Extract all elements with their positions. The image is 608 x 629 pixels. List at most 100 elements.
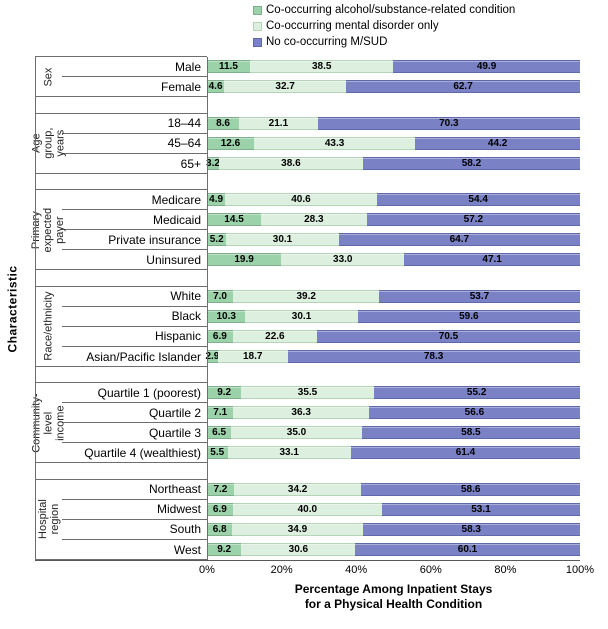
bar-segment: 7.1 [207, 406, 234, 419]
x-axis-tick-label: 0% [199, 564, 215, 576]
stacked-bar: 6.9 40.0 53.1 [207, 502, 580, 516]
category-group: Age group, years 18–44 8.6 21.1 70.3 45–64 12.… [30, 112, 580, 174]
bar-segment: 34.2 [233, 482, 362, 496]
bar-segment: 55.2 [373, 386, 580, 399]
bar-value-label: 78.3 [423, 350, 444, 362]
stacked-bar: 4.6 32.7 62.7 [207, 80, 580, 93]
bar-row: 7.0 39.2 53.7 [207, 287, 580, 307]
category-outer-axis-line [35, 57, 36, 560]
bar-segment: 57.2 [366, 213, 580, 226]
bar-row: 14.5 28.3 57.2 [207, 210, 580, 230]
bar-segment: 47.1 [404, 253, 580, 266]
bar-value-label: 30.1 [291, 310, 312, 322]
bar-segment: 6.9 [207, 329, 233, 343]
bar-value-label: 53.1 [471, 503, 491, 515]
bar-segment: 60.1 [355, 542, 580, 556]
stacked-bar: 7.1 36.3 56.6 [207, 406, 580, 419]
bar-segment: 22.6 [232, 329, 318, 343]
bar-row: 4.6 32.7 62.7 [207, 77, 580, 97]
bar-value-label: 6.9 [212, 330, 227, 342]
bar-value-label: 58.6 [460, 483, 481, 495]
bar-value-label: 49.9 [476, 61, 497, 72]
bar-segment: 34.9 [232, 522, 363, 536]
category-label: 18–44 [62, 114, 207, 134]
bar-row: 7.1 36.3 56.6 [207, 403, 580, 423]
stacked-bar: 12.6 43.3 44.2 [207, 136, 580, 150]
category-label: Private insurance [62, 230, 207, 250]
legend-item: Co-occurring mental disorder only [253, 18, 515, 34]
bar-segment: 54.4 [376, 193, 580, 206]
category-label: Quartile 1 (poorest) [62, 383, 207, 403]
bar-row: 19.9 33.0 47.1 [207, 250, 580, 270]
bar-value-label: 2.9 [205, 350, 220, 362]
bar-row: 6.5 35.0 58.5 [207, 423, 580, 443]
bar-value-label: 10.3 [216, 310, 236, 322]
bar-value-label: 30.1 [272, 234, 293, 245]
bar-value-label: 7.1 [213, 407, 228, 418]
category-label: Uninsured [146, 253, 201, 267]
legend-label: No co-occurring M/SUD [266, 36, 388, 48]
bar-segment: 19.9 [207, 253, 282, 266]
legend-item: Co-occurring alcohol/substance-related c… [253, 2, 515, 18]
category-group: Community- level income Quartile 1 (poore… [30, 382, 580, 463]
bar-value-label: 55.2 [466, 387, 487, 398]
stacked-bar: 9.2 35.5 55.2 [207, 386, 580, 399]
bar-value-label: 38.6 [281, 157, 301, 169]
bar-value-label: 70.3 [439, 117, 459, 129]
bar-value-label: 62.7 [453, 81, 473, 92]
bar-segment: 2.9 [205, 349, 220, 363]
bar-segment: 59.6 [357, 309, 580, 323]
bar-value-label: 35.0 [286, 427, 307, 438]
bar-value-label: 64.7 [449, 234, 470, 245]
bar-segment: 53.1 [381, 502, 580, 516]
bar-value-label: 5.5 [210, 447, 225, 458]
bar-segment: 30.6 [241, 542, 356, 556]
stacked-bar: 5.5 33.1 61.4 [207, 446, 580, 459]
bar-segment: 6.9 [207, 502, 233, 516]
bar-segment: 58.3 [362, 522, 580, 536]
stacked-bar: 11.5 38.5 49.9 [207, 60, 580, 73]
bar-value-label: 5.2 [209, 234, 224, 245]
bar-value-label: 12.6 [220, 137, 241, 149]
category-label: Hispanic [62, 327, 207, 347]
group-label-text: Sex [42, 67, 55, 87]
bar-value-label: 40.0 [297, 503, 318, 515]
bar-value-label: 44.2 [487, 137, 508, 149]
bar-value-label: 22.6 [265, 330, 285, 342]
category-axis-line [207, 57, 208, 560]
bar-value-label: 38.5 [311, 61, 332, 72]
stacked-bar: 9.2 30.6 60.1 [207, 542, 580, 556]
bar-value-label: 58.5 [461, 427, 481, 438]
bar-value-label: 34.9 [287, 523, 308, 535]
bar-segment: 33.0 [281, 253, 405, 266]
bar-segment: 39.2 [233, 289, 380, 303]
bar-row: 6.9 40.0 53.1 [207, 500, 580, 520]
bar-segment: 40.6 [225, 193, 377, 206]
stacked-bar: 10.3 30.1 59.6 [207, 309, 580, 323]
category-group: Primary expected payer Medicare 4.9 40.6 54.… [30, 189, 580, 270]
group-label: Sex [35, 57, 62, 97]
bar-segment: 40.0 [232, 502, 382, 516]
bar-segment: 58.6 [361, 482, 580, 496]
category-label: Quartile 3 [62, 423, 207, 443]
bar-value-label: 6.5 [212, 427, 227, 438]
bar-segment: 32.7 [224, 80, 347, 93]
bar-segment: 70.5 [317, 329, 580, 343]
bar-segment: 33.1 [227, 446, 351, 459]
bar-row: 8.6 21.1 70.3 [207, 114, 580, 134]
bar-segment: 64.7 [338, 233, 580, 246]
stacked-bar: 6.5 35.0 58.5 [207, 426, 580, 439]
category-label: Midwest [62, 500, 207, 520]
x-axis-tick-label: 80% [494, 564, 517, 576]
bar-value-label: 6.8 [212, 523, 227, 535]
bar-segment: 62.7 [346, 80, 580, 93]
bar-segment: 9.2 [207, 386, 242, 399]
stacked-bar: 6.9 22.6 70.5 [207, 329, 580, 343]
legend-swatch-icon [253, 37, 262, 47]
bar-row: 7.2 34.2 58.6 [207, 480, 580, 500]
bar-segment: 10.3 [207, 309, 246, 323]
bar-segment: 8.6 [207, 116, 240, 130]
legend-swatch-icon [253, 21, 262, 31]
bar-value-label: 19.9 [234, 254, 254, 265]
